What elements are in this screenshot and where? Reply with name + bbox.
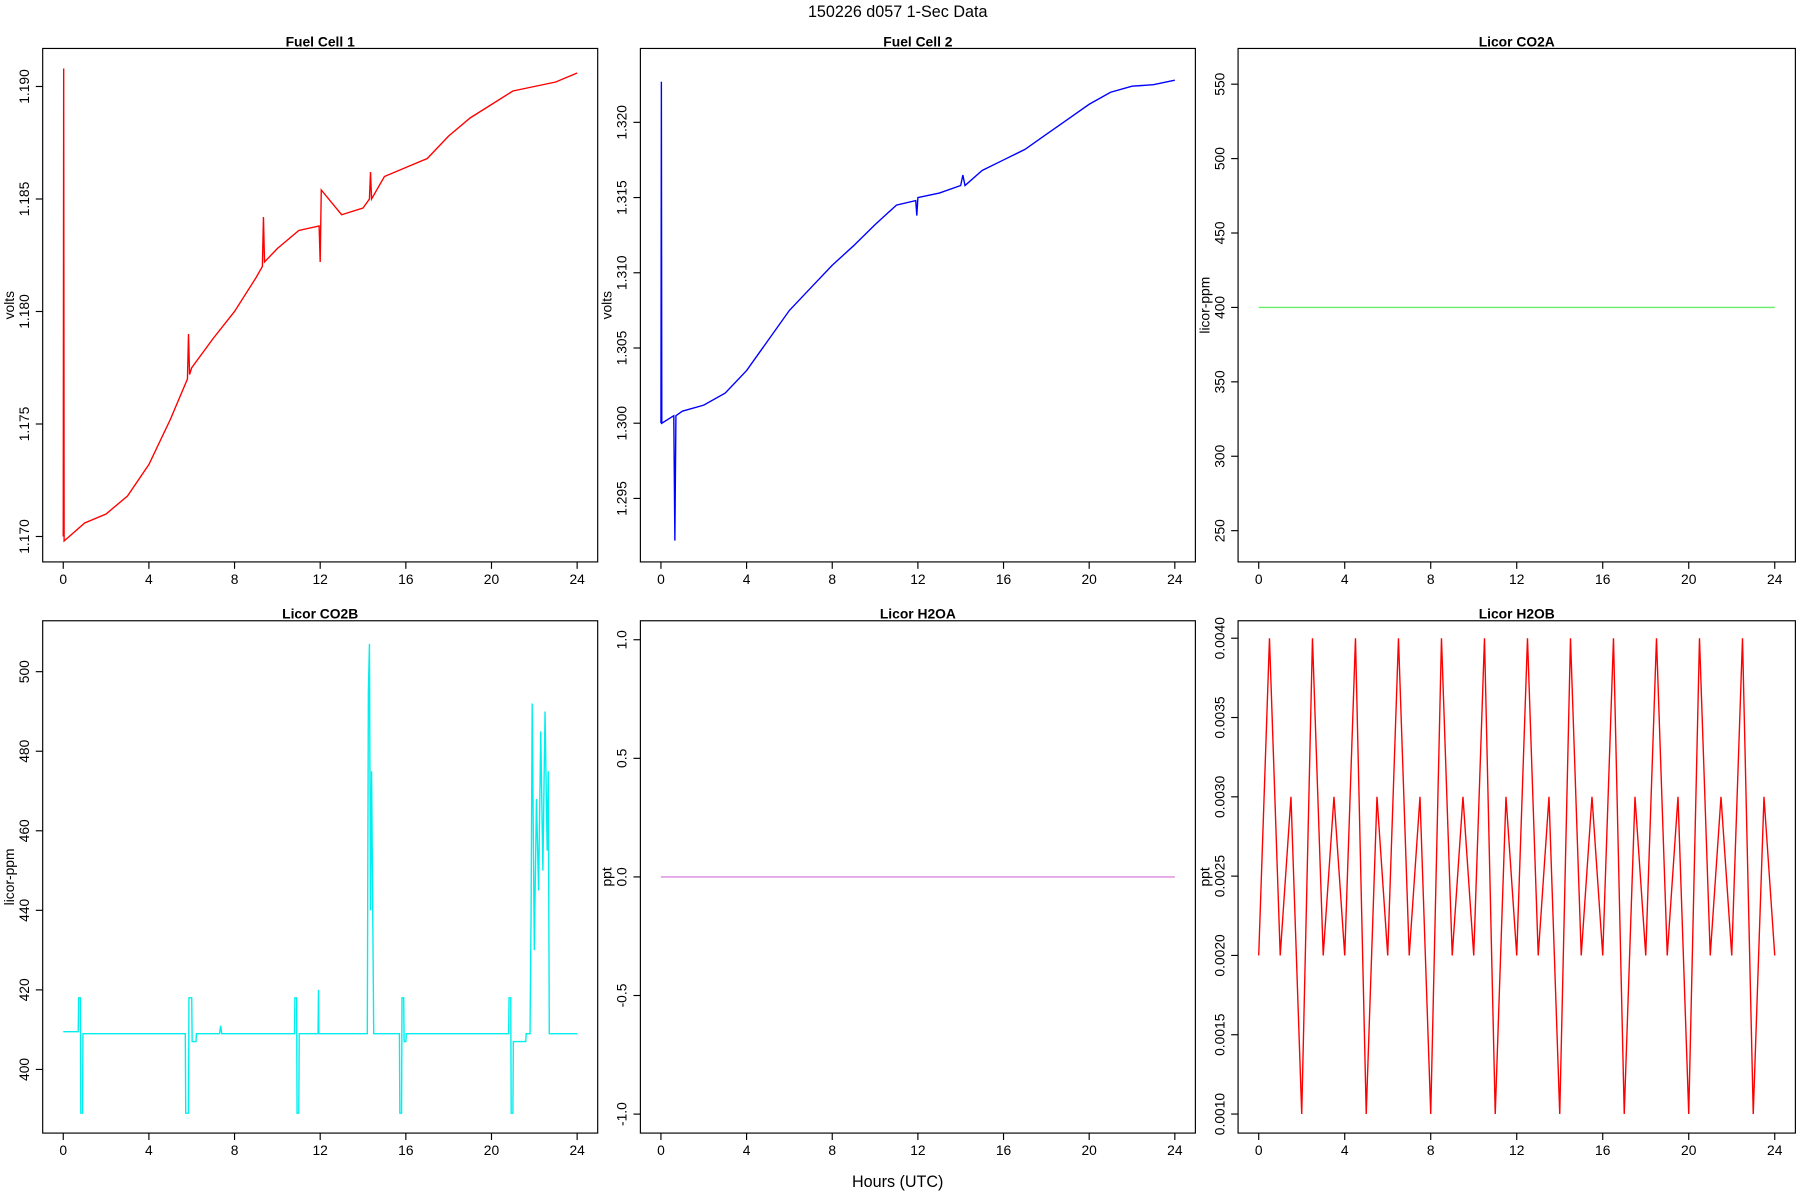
- y-tick-label: 0.0015: [1211, 1013, 1227, 1056]
- x-tick-label: 24: [1167, 1142, 1183, 1158]
- y-tick-label: 500: [1211, 147, 1227, 170]
- panel-title: Licor CO2B: [282, 606, 358, 622]
- y-tick-label: -0.5: [614, 983, 630, 1007]
- x-tick-label: 0: [1255, 571, 1263, 587]
- x-tick-label: 20: [1681, 571, 1697, 587]
- x-axis-label: Hours (UTC): [852, 1173, 943, 1191]
- x-tick-label: 20: [1081, 571, 1097, 587]
- data-line: [660, 79, 1175, 541]
- y-tick-label: 0.5: [614, 748, 630, 768]
- x-tick-label: 24: [569, 571, 585, 587]
- y-axis-label: licor-ppm: [1196, 277, 1212, 334]
- x-tick-label: 12: [1509, 1142, 1524, 1158]
- y-tick-label: 1.315: [614, 180, 630, 215]
- y-tick-label: 1.185: [16, 181, 32, 216]
- y-tick-label: 1.175: [16, 406, 32, 441]
- y-tick-label: 550: [1211, 72, 1227, 95]
- y-axis-label: ppt: [599, 867, 615, 886]
- x-tick-label: 4: [743, 1142, 751, 1158]
- y-tick-label: 0.0035: [1211, 696, 1227, 739]
- x-tick-label: 12: [1509, 571, 1524, 587]
- y-tick-label: 500: [16, 660, 32, 683]
- x-tick-label: 24: [569, 1142, 585, 1158]
- y-tick-label: 350: [1211, 370, 1227, 393]
- y-tick-label: 1.170: [16, 519, 32, 554]
- x-tick-label: 12: [910, 1142, 925, 1158]
- x-tick-label: 4: [145, 1142, 153, 1158]
- x-tick-label: 12: [312, 1142, 327, 1158]
- x-tick-label: 20: [484, 1142, 500, 1158]
- y-tick-label: 0.0020: [1211, 934, 1227, 977]
- x-tick-label: 4: [1341, 1142, 1349, 1158]
- x-tick-label: 16: [1595, 571, 1611, 587]
- y-axis-label: volts: [599, 291, 615, 320]
- panel-title: Licor CO2A: [1479, 33, 1555, 49]
- y-tick-label: -1.0: [614, 1102, 630, 1126]
- x-tick-label: 24: [1167, 571, 1183, 587]
- y-tick-label: 1.320: [614, 105, 630, 140]
- x-tick-label: 20: [1681, 1142, 1697, 1158]
- x-tick-label: 0: [1255, 1142, 1263, 1158]
- y-axis-label: volts: [1, 291, 17, 320]
- page-title: 150226 d057 1-Sec Data: [808, 3, 988, 21]
- x-tick-label: 16: [398, 1142, 414, 1158]
- y-tick-label: 1.300: [614, 406, 630, 441]
- y-tick-label: 1.305: [614, 330, 630, 365]
- y-axis-label: ppt: [1196, 867, 1212, 886]
- x-tick-label: 8: [231, 571, 239, 587]
- data-line: [63, 643, 578, 1114]
- y-tick-label: 440: [16, 898, 32, 921]
- x-tick-label: 24: [1767, 1142, 1783, 1158]
- y-tick-label: 0.0030: [1211, 775, 1227, 818]
- x-tick-label: 16: [398, 571, 414, 587]
- panel-title: Fuel Cell 1: [286, 33, 355, 49]
- x-tick-label: 20: [1081, 1142, 1097, 1158]
- y-axis-label: licor-ppm: [1, 848, 17, 905]
- panel-title: Licor H2OA: [880, 606, 956, 622]
- panel-title: Licor H2OB: [1479, 606, 1555, 622]
- data-line: [62, 68, 578, 543]
- x-tick-label: 16: [996, 1142, 1012, 1158]
- x-tick-label: 8: [1427, 1142, 1435, 1158]
- y-tick-label: 420: [16, 978, 32, 1001]
- x-tick-label: 8: [1427, 571, 1435, 587]
- x-tick-label: 12: [910, 571, 925, 587]
- y-tick-label: 300: [1211, 444, 1227, 467]
- y-tick-label: 1.0: [614, 630, 630, 650]
- x-tick-label: 24: [1767, 571, 1783, 587]
- x-tick-label: 12: [312, 571, 327, 587]
- x-tick-label: 8: [828, 1142, 836, 1158]
- y-tick-label: 1.310: [614, 255, 630, 290]
- y-tick-label: 1.295: [614, 481, 630, 516]
- y-tick-label: 0.0040: [1211, 617, 1227, 660]
- y-tick-label: 0.0010: [1211, 1093, 1227, 1136]
- x-tick-label: 4: [145, 571, 153, 587]
- x-tick-label: 4: [743, 571, 751, 587]
- x-tick-label: 8: [231, 1142, 239, 1158]
- x-tick-label: 8: [828, 571, 836, 587]
- x-tick-label: 0: [59, 571, 67, 587]
- x-tick-label: 16: [996, 571, 1012, 587]
- x-tick-label: 0: [657, 1142, 665, 1158]
- y-tick-label: 250: [1211, 519, 1227, 542]
- x-tick-label: 0: [657, 571, 665, 587]
- y-tick-label: 480: [16, 739, 32, 762]
- y-tick-label: 400: [16, 1058, 32, 1081]
- y-tick-label: 0.0025: [1211, 855, 1227, 898]
- data-line: [1258, 638, 1776, 1115]
- panel-title: Fuel Cell 2: [883, 33, 952, 49]
- y-tick-label: 0.0: [614, 867, 630, 887]
- y-tick-label: 450: [1211, 221, 1227, 244]
- y-tick-label: 1.180: [16, 294, 32, 329]
- y-tick-label: 460: [16, 819, 32, 842]
- x-tick-label: 20: [484, 571, 500, 587]
- y-tick-label: 400: [1211, 296, 1227, 319]
- x-tick-label: 0: [59, 1142, 67, 1158]
- y-tick-label: 1.190: [16, 69, 32, 104]
- x-tick-label: 4: [1341, 571, 1349, 587]
- x-tick-label: 16: [1595, 1142, 1611, 1158]
